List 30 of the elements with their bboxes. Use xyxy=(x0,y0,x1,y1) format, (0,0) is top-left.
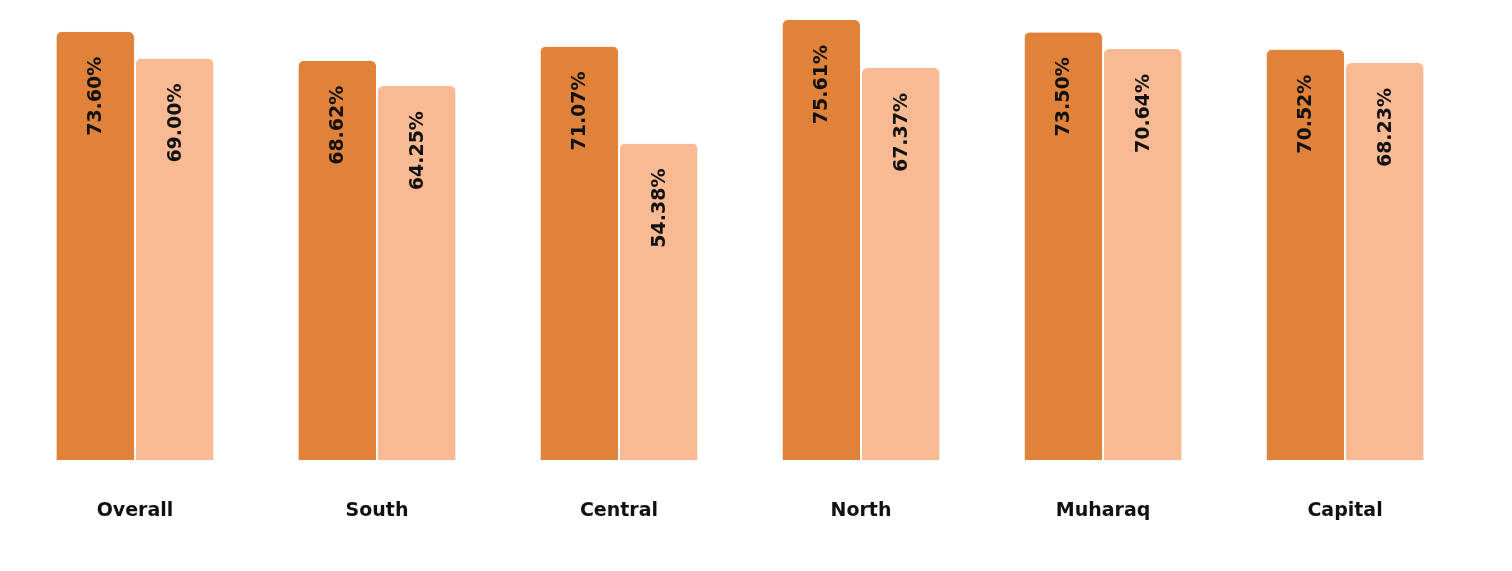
x-tick-label: North xyxy=(830,497,892,520)
data-label: 54.38% xyxy=(646,168,669,248)
x-tick-label: Overall xyxy=(96,497,174,520)
x-tick-label: Muharaq xyxy=(1055,497,1151,520)
data-label: 71.07% xyxy=(567,71,590,151)
bar xyxy=(540,46,619,460)
x-tick-label: Capital xyxy=(1307,497,1383,520)
x-tick-label: South xyxy=(345,497,409,520)
bar xyxy=(1266,49,1345,460)
data-label: 69.00% xyxy=(162,83,185,163)
data-label: 68.23% xyxy=(1372,87,1395,168)
data-label: 67.37% xyxy=(888,92,911,173)
data-label: 70.64% xyxy=(1130,73,1153,154)
bar xyxy=(1103,48,1182,460)
data-label: 73.50% xyxy=(1051,57,1074,137)
bar xyxy=(377,86,456,460)
bar xyxy=(782,20,861,460)
x-tick-label: Central xyxy=(579,497,659,520)
data-label: 73.60% xyxy=(83,56,106,136)
bar xyxy=(56,31,135,460)
data-label: 70.52% xyxy=(1293,74,1316,154)
bar xyxy=(298,60,377,460)
bar xyxy=(1345,62,1424,460)
bar xyxy=(619,143,698,460)
bar xyxy=(135,58,214,460)
data-label: 68.62% xyxy=(325,85,348,165)
data-label: 75.61% xyxy=(809,45,832,125)
data-label: 64.25% xyxy=(404,111,427,191)
bar xyxy=(861,67,940,460)
bar xyxy=(1024,32,1103,460)
